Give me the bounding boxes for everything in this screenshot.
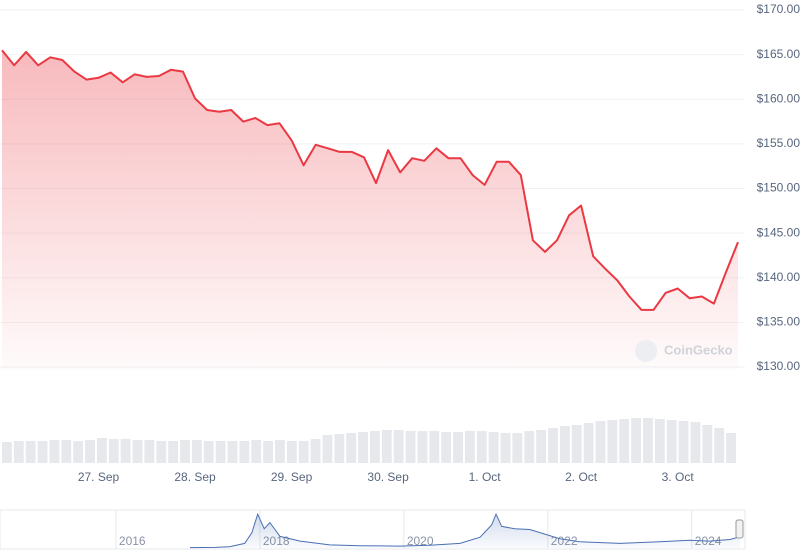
volume-bar [405, 431, 416, 463]
price-line [1, 49, 739, 311]
volume-bar [346, 433, 357, 463]
volume-bar [310, 439, 321, 463]
volume-bar [381, 430, 392, 463]
x-tick-label: 30. Sep [367, 470, 409, 484]
x-tick-label: 2. Oct [565, 470, 598, 484]
volume-bar [714, 428, 725, 463]
navigator-handle[interactable] [735, 519, 744, 539]
navigator: 20162018202020222024 [0, 509, 746, 550]
volume-bar [191, 440, 202, 463]
volume-bar [275, 440, 285, 463]
volume-chart [2, 418, 736, 463]
volume-bar [144, 440, 155, 463]
volume-bar [678, 421, 689, 463]
volume-bar [643, 418, 653, 463]
y-tick-label: $150.00 [757, 181, 801, 195]
volume-bar [180, 440, 190, 463]
volume-bar [702, 425, 713, 463]
volume-bar [393, 430, 404, 463]
navigator-area [190, 514, 740, 548]
volume-bar [156, 441, 167, 463]
volume-bar [370, 431, 380, 463]
volume-bar [286, 441, 297, 463]
volume-bar [108, 439, 119, 463]
volume-bar [13, 441, 24, 463]
volume-bar [203, 441, 214, 463]
volume-bar [654, 419, 665, 463]
volume-bar [263, 441, 274, 463]
volume-bar [476, 431, 487, 463]
volume-bar [429, 431, 440, 463]
volume-bar [559, 426, 570, 463]
x-tick-label: 29. Sep [271, 470, 313, 484]
volume-bar [96, 438, 107, 463]
price-chart: $130.00 $135.00 $140.00 $145.00 $150.00 $155.… [0, 2, 800, 484]
volume-bar [619, 419, 630, 463]
volume-bar [2, 442, 12, 463]
volume-bar [251, 440, 262, 463]
volume-bar [548, 428, 558, 463]
volume-bar [488, 432, 499, 463]
volume-bar [120, 439, 131, 463]
volume-bar [37, 441, 48, 463]
volume-bar [334, 434, 345, 463]
volume-bar [49, 440, 60, 463]
volume-bar [441, 432, 452, 463]
volume-bar [595, 421, 606, 463]
volume-bar [239, 441, 250, 463]
navigator-tick-label: 2020 [407, 534, 434, 548]
y-tick-label: $140.00 [757, 270, 801, 284]
volume-bar [322, 435, 333, 463]
navigator-line [189, 512, 741, 549]
volume-bar [215, 441, 226, 463]
x-tick-label: 1. Oct [469, 470, 502, 484]
volume-bar [607, 420, 618, 463]
volume-bar [536, 430, 547, 463]
volume-bar [726, 433, 736, 463]
volume-bar [512, 433, 523, 463]
volume-bar [524, 431, 535, 463]
y-tick-label: $135.00 [757, 315, 801, 329]
volume-bar [358, 432, 368, 463]
volume-bar [666, 420, 677, 463]
volume-bar [417, 431, 428, 463]
y-tick-label: $165.00 [757, 47, 801, 61]
watermark: CoinGecko [664, 342, 733, 357]
volume-bar [25, 441, 36, 463]
volume-bar [85, 440, 95, 463]
navigator-tick-label: 2016 [119, 534, 146, 548]
volume-bar [571, 425, 582, 463]
volume-bar [298, 441, 309, 463]
volume-bar [631, 418, 642, 463]
x-tick-label: 27. Sep [78, 470, 120, 484]
volume-bar [583, 423, 594, 463]
y-tick-label: $130.00 [757, 359, 801, 373]
watermark-logo [635, 340, 657, 362]
volume-bar [500, 433, 511, 463]
price-area [2, 50, 738, 370]
volume-bar [73, 441, 84, 463]
y-tick-label: $145.00 [757, 225, 801, 239]
volume-bar [168, 441, 179, 463]
volume-bar [453, 432, 463, 463]
y-tick-label: $160.00 [757, 91, 801, 105]
volume-bar [61, 440, 72, 463]
navigator-frame [0, 509, 746, 550]
x-tick-label: 28. Sep [174, 470, 216, 484]
volume-bar [227, 441, 238, 463]
volume-bar [690, 422, 701, 463]
y-tick-label: $155.00 [757, 136, 801, 150]
volume-bar [464, 431, 475, 463]
y-tick-label: $170.00 [757, 2, 801, 16]
volume-bar [132, 440, 143, 463]
x-tick-label: 3. Oct [662, 470, 695, 484]
